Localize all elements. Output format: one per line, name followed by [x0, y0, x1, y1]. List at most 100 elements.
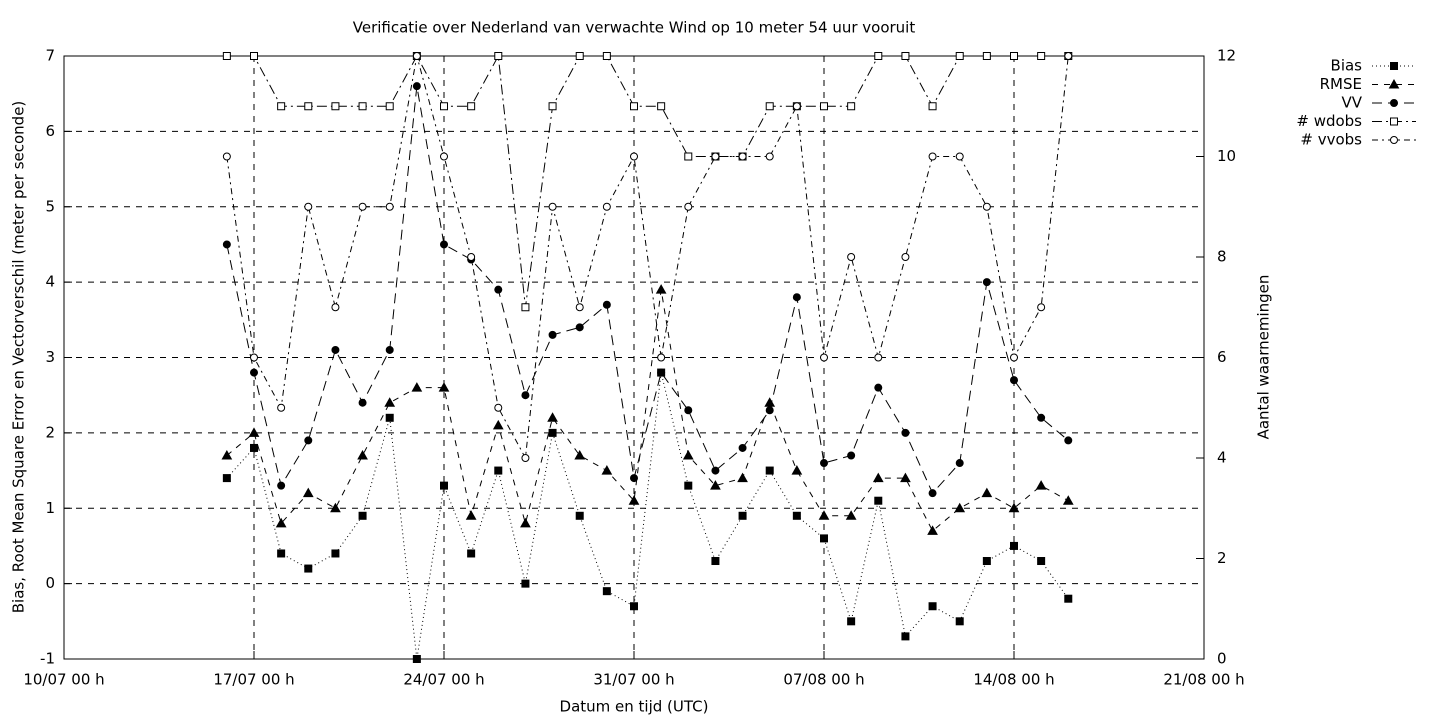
- x-tick-label: 21/08 00 h: [1163, 671, 1244, 689]
- point: [440, 152, 448, 161]
- point: [845, 510, 857, 520]
- point: [1010, 541, 1018, 550]
- point: [331, 303, 340, 312]
- point: [1062, 495, 1074, 505]
- point: [438, 382, 450, 392]
- y-tick-label: 7: [45, 47, 55, 65]
- point: [385, 202, 394, 211]
- point: [222, 152, 231, 161]
- point: [1064, 52, 1073, 60]
- point: [928, 102, 937, 111]
- point: [874, 353, 883, 362]
- point: [521, 391, 530, 400]
- point: [575, 511, 584, 520]
- point: [547, 412, 558, 422]
- point: [602, 587, 611, 596]
- point: [1037, 413, 1046, 422]
- y-tick-label: 0: [45, 574, 55, 592]
- point: [548, 330, 557, 339]
- point: [602, 300, 611, 309]
- y2-axis-label: Aantal waarnemingen: [1255, 275, 1273, 440]
- point: [465, 510, 477, 520]
- point: [574, 449, 586, 460]
- point: [901, 253, 910, 261]
- point: [277, 481, 286, 490]
- point: [874, 52, 883, 60]
- point: [791, 465, 803, 475]
- series-line: [226, 86, 1069, 495]
- point: [222, 240, 231, 249]
- y2-tick-label: 10: [1217, 147, 1236, 165]
- point: [711, 557, 720, 566]
- point: [628, 495, 640, 505]
- point: [302, 487, 314, 498]
- x-tick-label: 10/07 00 h: [23, 671, 104, 689]
- point: [630, 102, 638, 111]
- point: [575, 52, 584, 60]
- x-tick-label: 07/08 00 h: [783, 671, 864, 689]
- point: [630, 152, 638, 161]
- point: [494, 285, 503, 294]
- point: [874, 383, 883, 392]
- x-axis-label: Datum en tijd (UTC): [560, 698, 709, 716]
- point: [384, 397, 396, 407]
- point: [385, 345, 394, 354]
- point: [711, 466, 720, 475]
- point: [820, 102, 828, 111]
- y-tick-label: 3: [45, 348, 55, 366]
- point: [575, 323, 584, 332]
- point: [982, 52, 991, 60]
- point: [440, 240, 448, 249]
- point: [684, 202, 693, 211]
- point: [467, 102, 476, 111]
- point: [792, 102, 801, 111]
- point: [928, 152, 937, 161]
- point: [221, 449, 233, 460]
- point: [847, 617, 856, 626]
- point: [548, 102, 557, 111]
- point: [657, 368, 666, 377]
- chart-title: Verificatie over Nederland van verwachte…: [353, 19, 916, 37]
- point: [304, 564, 313, 573]
- point: [630, 602, 638, 611]
- point: [657, 353, 666, 362]
- point: [765, 406, 774, 415]
- y-axis-label: Bias, Root Mean Square Error en Vectorve…: [10, 101, 28, 614]
- legend-label: Bias: [1331, 57, 1363, 75]
- point: [1010, 52, 1018, 60]
- point: [248, 427, 260, 437]
- point: [820, 353, 828, 362]
- point: [602, 202, 611, 211]
- point: [1037, 52, 1046, 60]
- point: [820, 459, 828, 468]
- y-tick-label: 6: [45, 122, 55, 140]
- point: [738, 511, 747, 520]
- point: [277, 102, 286, 111]
- point: [792, 511, 801, 520]
- point: [1064, 436, 1073, 445]
- point: [820, 534, 828, 543]
- legend-label: # wdobs: [1296, 112, 1362, 130]
- point: [872, 472, 884, 483]
- point: [250, 353, 258, 362]
- point: [847, 451, 856, 460]
- point: [1390, 136, 1398, 144]
- y-tick-label: -1: [40, 650, 55, 668]
- point: [467, 253, 476, 261]
- point: [358, 511, 367, 520]
- point: [765, 466, 774, 475]
- point: [222, 52, 231, 60]
- point: [655, 284, 667, 294]
- point: [792, 293, 801, 302]
- point: [277, 549, 286, 558]
- point: [520, 517, 531, 528]
- point: [548, 202, 557, 211]
- point: [1037, 303, 1046, 312]
- point: [467, 549, 476, 558]
- point: [684, 481, 693, 490]
- x-tick-label: 24/07 00 h: [403, 671, 484, 689]
- point: [630, 474, 638, 483]
- y-tick-label: 4: [45, 273, 55, 291]
- point: [765, 102, 774, 111]
